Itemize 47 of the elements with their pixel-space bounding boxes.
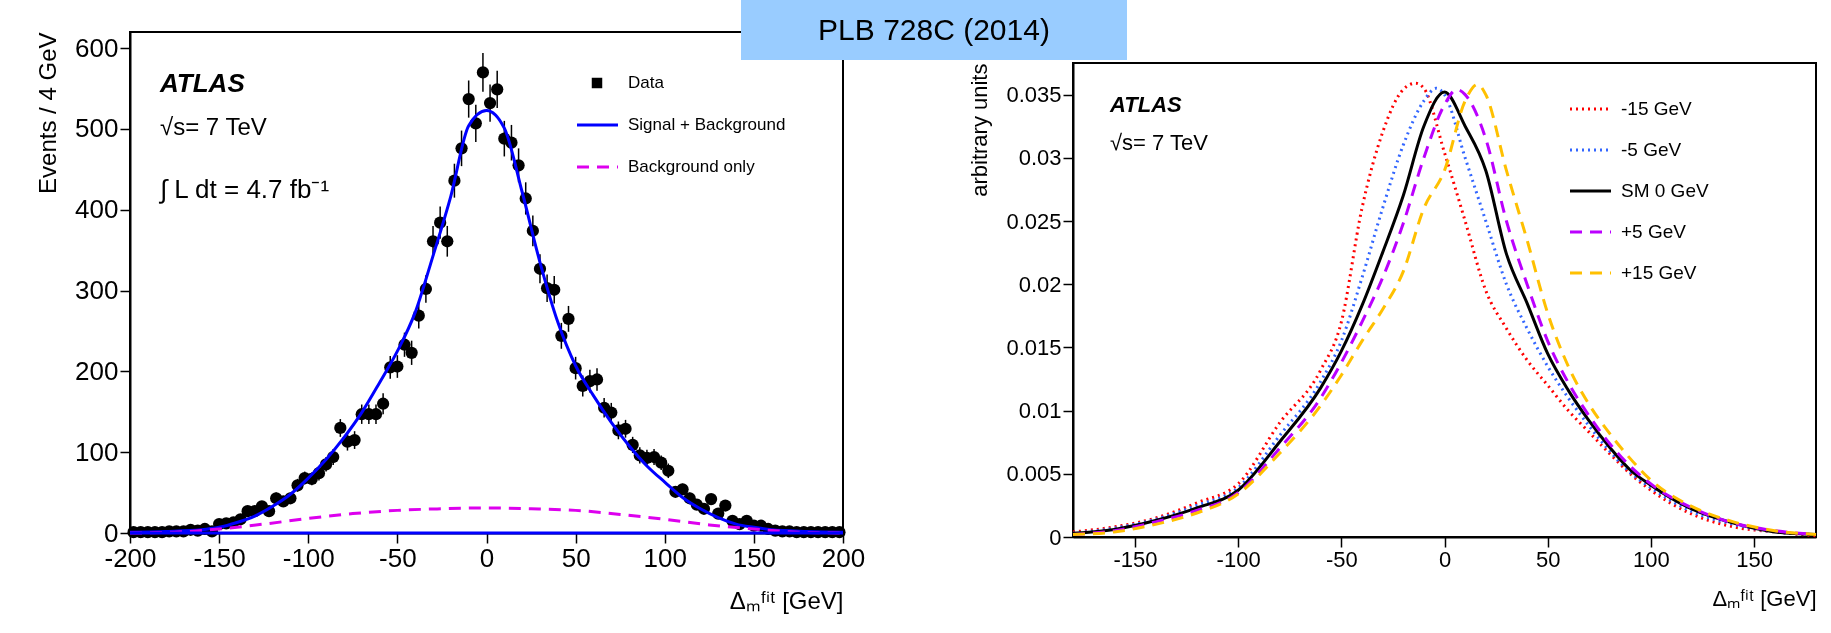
legend-label: Signal + Background bbox=[628, 115, 786, 134]
y-tick-label: 100 bbox=[75, 436, 119, 467]
annotation: √s= 7 TeV bbox=[160, 113, 267, 140]
y-tick-label: 0.02 bbox=[1018, 271, 1062, 297]
x-tick-label: 200 bbox=[821, 542, 866, 573]
x-tick-label: -150 bbox=[1113, 546, 1158, 572]
x-tick-label: -100 bbox=[1216, 546, 1261, 572]
x-tick-label: 0 bbox=[1438, 546, 1452, 572]
x-tick-label: 0 bbox=[479, 542, 495, 573]
y-tick-label: 200 bbox=[75, 355, 119, 386]
x-tick-label: 100 bbox=[1633, 546, 1670, 572]
y-tick-label: 0.01 bbox=[1018, 398, 1062, 424]
y-tick-label: 600 bbox=[75, 32, 119, 63]
y-tick-label: 0.035 bbox=[1006, 82, 1062, 108]
x-tick-label: -100 bbox=[282, 542, 335, 573]
label-box: PLB 728C (2014) bbox=[741, 0, 1127, 60]
x-tick-label: 50 bbox=[561, 542, 591, 573]
y-tick-label: 300 bbox=[75, 275, 119, 306]
legend-label: Data bbox=[628, 73, 665, 92]
legend-label: SM 0 GeV bbox=[1621, 180, 1709, 201]
x-tick-label: -150 bbox=[193, 542, 246, 573]
y-tick-label: 400 bbox=[75, 194, 119, 225]
y-tick-label: 0 bbox=[1049, 524, 1062, 550]
x-tick-label: -50 bbox=[1325, 546, 1358, 572]
y-tick-label: 500 bbox=[75, 113, 119, 144]
x-axis-title: Δₘᶠⁱᵗ [GeV] bbox=[1712, 585, 1817, 611]
annotation: ∫ L dt = 4.7 fb⁻¹ bbox=[158, 174, 330, 204]
legend-label: +5 GeV bbox=[1621, 221, 1687, 242]
legend-label: Background only bbox=[628, 157, 756, 176]
annotation: √s= 7 TeV bbox=[1110, 130, 1209, 155]
x-tick-label: 150 bbox=[1736, 546, 1773, 572]
legend-label: +15 GeV bbox=[1621, 262, 1697, 283]
x-axis-title: Δₘᶠⁱᵗ [GeV] bbox=[729, 586, 844, 614]
legend-label: -15 GeV bbox=[1621, 98, 1693, 119]
y-axis-title: arbitrary units bbox=[967, 63, 993, 197]
y-axis-title: Events / 4 GeV bbox=[34, 32, 62, 194]
x-tick-label: 100 bbox=[643, 542, 687, 573]
y-tick-label: 0.025 bbox=[1006, 208, 1062, 234]
legend-label: -5 GeV bbox=[1621, 139, 1682, 160]
y-tick-label: 0.015 bbox=[1006, 334, 1062, 360]
y-tick-label: 0.03 bbox=[1018, 145, 1062, 171]
x-tick-label: -50 bbox=[379, 542, 417, 573]
y-tick-label: 0.005 bbox=[1006, 461, 1062, 487]
x-tick-label: 150 bbox=[732, 542, 777, 573]
annotation: ATLAS bbox=[159, 68, 246, 98]
x-tick-label: 50 bbox=[1535, 546, 1561, 572]
annotation: ATLAS bbox=[1109, 92, 1183, 117]
